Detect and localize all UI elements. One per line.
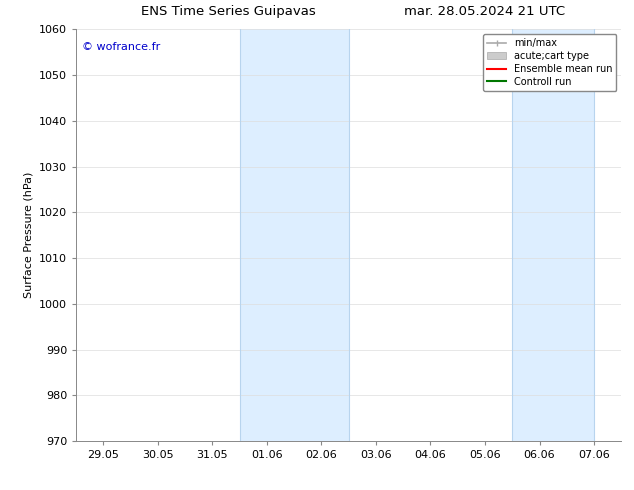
Bar: [240, 29, 349, 441]
Legend: min/max, acute;cart type, Ensemble mean run, Controll run: min/max, acute;cart type, Ensemble mean …: [483, 34, 616, 91]
Text: ENS Time Series Guipavas: ENS Time Series Guipavas: [141, 5, 316, 18]
Y-axis label: Surface Pressure (hPa): Surface Pressure (hPa): [23, 172, 34, 298]
Bar: [512, 29, 594, 441]
Text: © wofrance.fr: © wofrance.fr: [82, 42, 160, 52]
Text: mar. 28.05.2024 21 UTC: mar. 28.05.2024 21 UTC: [404, 5, 566, 18]
